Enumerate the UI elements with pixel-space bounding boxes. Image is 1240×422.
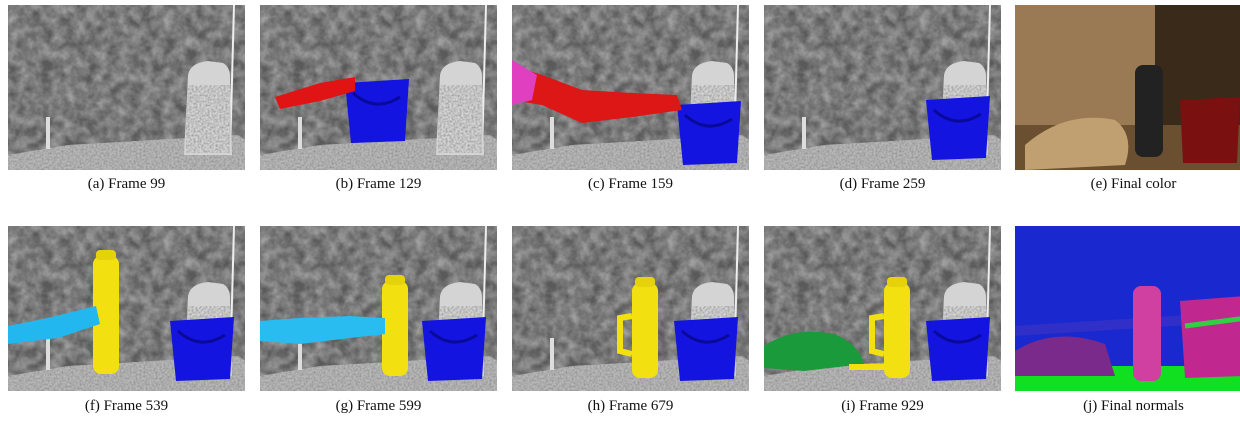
panel-image [512,5,749,170]
panel-render [260,226,497,391]
caption: (f) Frame 539 [8,398,245,415]
panel-render [1015,226,1240,391]
panel-render [260,5,497,170]
panel-image [764,5,1001,170]
panel-image [8,5,245,170]
caption: (h) Frame 679 [512,398,749,415]
caption: (a) Frame 99 [8,176,245,193]
caption: (e) Final color [1015,176,1240,193]
panel-render [764,5,1001,170]
caption: (i) Frame 929 [764,398,1001,415]
panel-render [8,5,245,170]
panel-image [764,226,1001,391]
panel-image [512,226,749,391]
caption: (b) Frame 129 [260,176,497,193]
figure: (a) Frame 99 (b) Frame 129 (c) Frame 159… [0,0,1240,422]
panel-render [8,226,245,391]
caption: (d) Frame 259 [764,176,1001,193]
panel-image [1015,226,1240,391]
caption: (j) Final normals [1015,398,1240,415]
panel-image [260,5,497,170]
panel-image [8,226,245,391]
panel-render [1015,5,1240,170]
panel-image [260,226,497,391]
caption: (c) Frame 159 [512,176,749,193]
panel-render [764,226,1001,391]
caption: (g) Frame 599 [260,398,497,415]
panel-render [512,5,749,170]
panel-render [512,226,749,391]
panel-image [1015,5,1240,170]
